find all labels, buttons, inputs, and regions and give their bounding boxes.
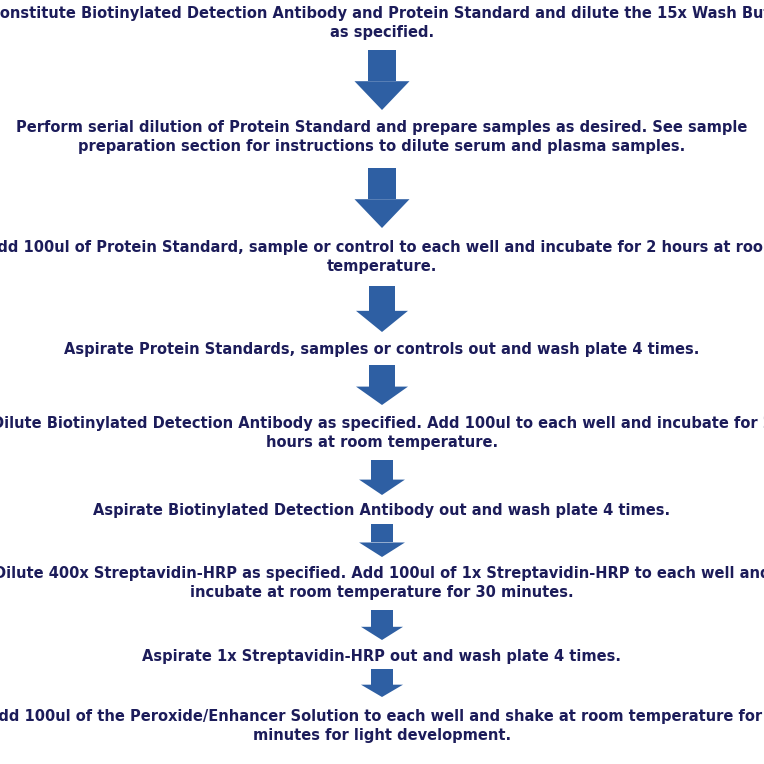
- Bar: [371, 610, 393, 626]
- Bar: [371, 669, 393, 685]
- Text: Add 100ul of the Peroxide/Enhancer Solution to each well and shake at room tempe: Add 100ul of the Peroxide/Enhancer Solut…: [0, 709, 764, 743]
- Text: Perform serial dilution of Protein Standard and prepare samples as desired. See : Perform serial dilution of Protein Stand…: [16, 120, 748, 154]
- Bar: [371, 524, 393, 542]
- Text: Aspirate Protein Standards, samples or controls out and wash plate 4 times.: Aspirate Protein Standards, samples or c…: [64, 342, 700, 358]
- Polygon shape: [354, 199, 410, 228]
- Text: Dilute 400x Streptavidin-HRP as specified. Add 100ul of 1x Streptavidin-HRP to e: Dilute 400x Streptavidin-HRP as specifie…: [0, 566, 764, 600]
- Bar: [371, 460, 393, 480]
- Polygon shape: [361, 685, 403, 697]
- Text: Add 100ul of Protein Standard, sample or control to each well and incubate for 2: Add 100ul of Protein Standard, sample or…: [0, 240, 764, 274]
- Bar: [369, 286, 395, 311]
- Polygon shape: [356, 387, 408, 405]
- Bar: [368, 168, 396, 199]
- Polygon shape: [359, 542, 405, 557]
- Polygon shape: [359, 480, 405, 495]
- Polygon shape: [356, 311, 408, 332]
- Text: Aspirate Biotinylated Detection Antibody out and wash plate 4 times.: Aspirate Biotinylated Detection Antibody…: [93, 503, 671, 519]
- Text: Reconstitute Biotinylated Detection Antibody and Protein Standard and dilute the: Reconstitute Biotinylated Detection Anti…: [0, 6, 764, 40]
- Polygon shape: [361, 626, 403, 640]
- Polygon shape: [354, 81, 410, 110]
- Bar: [369, 365, 395, 387]
- Bar: [368, 50, 396, 81]
- Text: Aspirate 1x Streptavidin-HRP out and wash plate 4 times.: Aspirate 1x Streptavidin-HRP out and was…: [143, 649, 621, 665]
- Text: Dilute Biotinylated Detection Antibody as specified. Add 100ul to each well and : Dilute Biotinylated Detection Antibody a…: [0, 416, 764, 450]
